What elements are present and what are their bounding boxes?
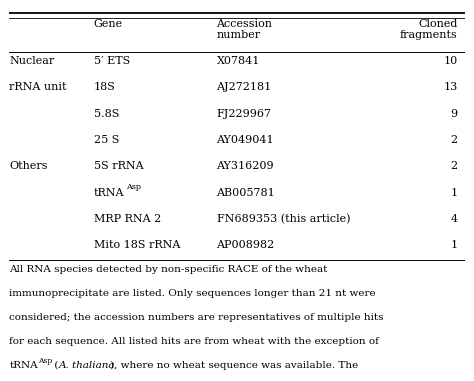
Text: Mito 18S rRNA: Mito 18S rRNA <box>94 240 180 250</box>
Text: FN689353 (this article): FN689353 (this article) <box>217 214 350 224</box>
Text: (: ( <box>51 360 59 370</box>
Text: AY316209: AY316209 <box>217 161 274 171</box>
Text: AP008982: AP008982 <box>217 240 275 250</box>
Text: MRP RNA 2: MRP RNA 2 <box>94 214 161 224</box>
Text: tRNA: tRNA <box>9 360 38 370</box>
Text: Accession
number: Accession number <box>217 19 273 40</box>
Text: Asp: Asp <box>38 357 52 365</box>
Text: tRNA: tRNA <box>94 187 124 198</box>
Text: immunoprecipitate are listed. Only sequences longer than 21 nt were: immunoprecipitate are listed. Only seque… <box>9 289 376 298</box>
Text: A. thaliana: A. thaliana <box>59 360 115 370</box>
Text: 25 S: 25 S <box>94 135 119 145</box>
Text: 5′ ETS: 5′ ETS <box>94 56 130 66</box>
Text: AJ272181: AJ272181 <box>217 82 272 92</box>
Text: 9: 9 <box>451 109 458 118</box>
Text: 10: 10 <box>444 56 458 66</box>
Text: Gene: Gene <box>94 19 123 29</box>
Text: Others: Others <box>9 161 48 171</box>
Text: 18S: 18S <box>94 82 116 92</box>
Text: 5S rRNA: 5S rRNA <box>94 161 143 171</box>
Text: considered; the accession numbers are representatives of multiple hits: considered; the accession numbers are re… <box>9 313 384 322</box>
Text: ), where no wheat sequence was available. The: ), where no wheat sequence was available… <box>109 360 358 370</box>
Text: Cloned
fragments: Cloned fragments <box>400 19 458 40</box>
Text: 1: 1 <box>451 187 458 198</box>
Text: 2: 2 <box>451 135 458 145</box>
Text: 13: 13 <box>444 82 458 92</box>
Text: All RNA species detected by non-specific RACE of the wheat: All RNA species detected by non-specific… <box>9 266 328 274</box>
Text: rRNA unit: rRNA unit <box>9 82 67 92</box>
Text: 1: 1 <box>451 240 458 250</box>
Text: for each sequence. All listed hits are from wheat with the exception of: for each sequence. All listed hits are f… <box>9 337 379 346</box>
Text: 5.8S: 5.8S <box>94 109 119 118</box>
Text: AY049041: AY049041 <box>217 135 274 145</box>
Text: AB005781: AB005781 <box>217 187 275 198</box>
Text: X07841: X07841 <box>217 56 260 66</box>
Text: 2: 2 <box>451 161 458 171</box>
Text: FJ229967: FJ229967 <box>217 109 272 118</box>
Text: Asp: Asp <box>127 183 141 191</box>
Text: Nuclear: Nuclear <box>9 56 55 66</box>
Text: 4: 4 <box>451 214 458 224</box>
